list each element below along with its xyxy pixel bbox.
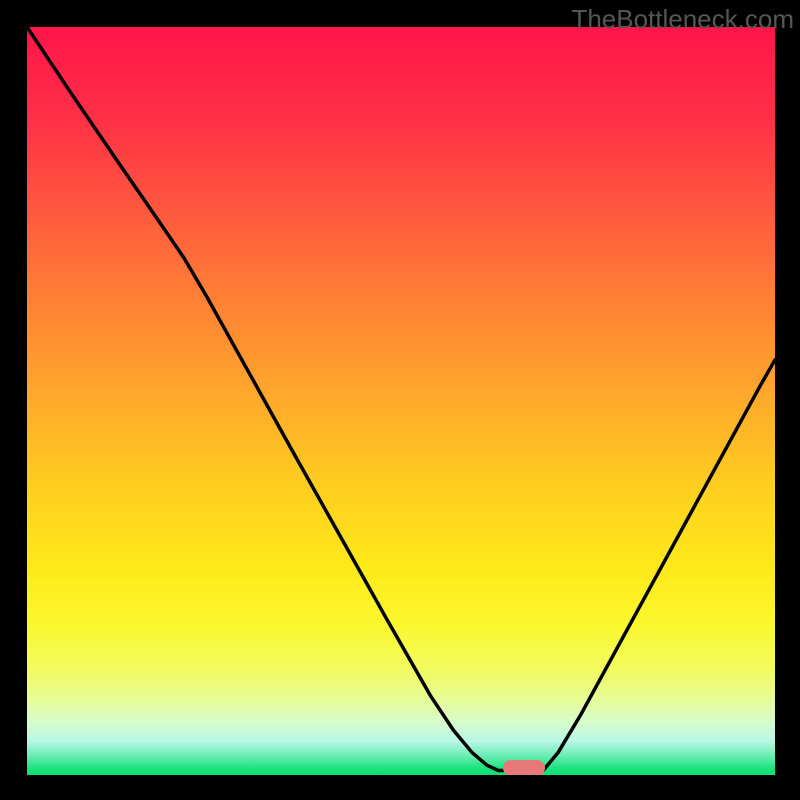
plot-area	[27, 27, 775, 775]
chart-frame: TheBottleneck.com	[0, 0, 800, 800]
watermark-text: TheBottleneck.com	[571, 4, 794, 35]
bottleneck-curve	[27, 27, 775, 775]
optimal-point-marker	[503, 760, 545, 775]
